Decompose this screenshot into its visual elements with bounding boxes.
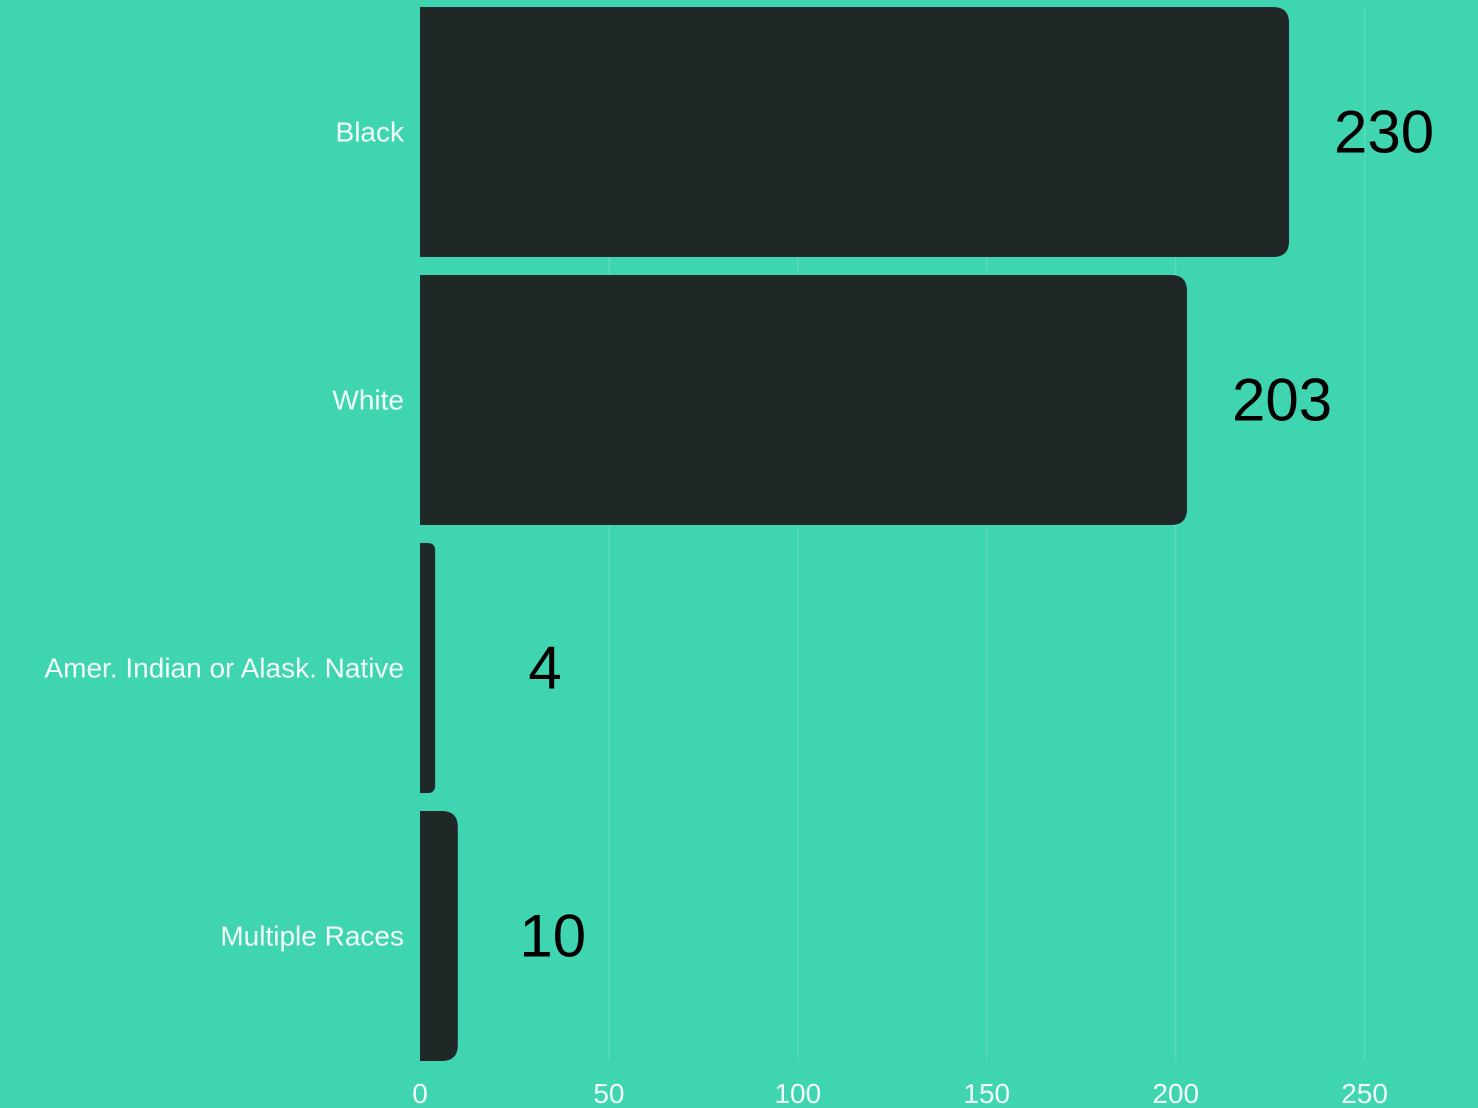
bar-amer-indian-or-alask-native [420, 543, 436, 793]
data-label: 203 [1232, 367, 1332, 434]
bars [420, 7, 1290, 1061]
data-label: 10 [519, 903, 586, 970]
bar-black [420, 7, 1290, 257]
data-label: 230 [1334, 99, 1434, 166]
category-label: White [332, 385, 404, 416]
category-label: Multiple Races [220, 921, 404, 952]
category-labels: Black White Amer. Indian or Alask. Native M… [44, 117, 405, 952]
bar-white [420, 275, 1188, 525]
data-labels: 230 203 4 10 [519, 99, 1434, 970]
x-tick-label: 200 [1152, 1078, 1199, 1108]
category-label: Black [336, 117, 405, 148]
bar-multiple-races [420, 811, 458, 1061]
x-tick-label: 50 [593, 1078, 624, 1108]
x-tick-label: 100 [774, 1078, 821, 1108]
category-label: Amer. Indian or Alask. Native [44, 653, 404, 684]
data-label: 4 [528, 635, 561, 702]
x-tick-label: 0 [412, 1078, 428, 1108]
x-tick-label: 250 [1341, 1078, 1388, 1108]
x-tick-label: 150 [963, 1078, 1010, 1108]
x-axis-tick-labels: 0 50 100 150 200 250 [412, 1078, 1388, 1108]
